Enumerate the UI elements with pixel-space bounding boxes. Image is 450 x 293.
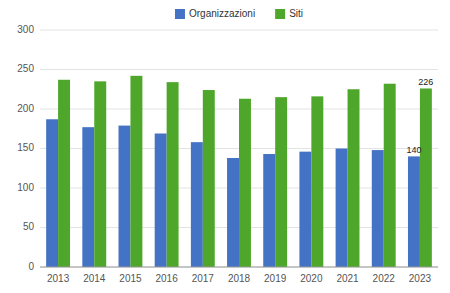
bar <box>311 96 323 267</box>
x-tick-label: 2015 <box>119 273 142 284</box>
bar <box>384 84 396 267</box>
bar <box>408 156 420 267</box>
y-tick-label: 100 <box>17 182 34 193</box>
legend-swatch <box>175 9 185 19</box>
bar <box>227 158 239 267</box>
x-tick-label: 2019 <box>264 273 287 284</box>
y-axis: 0 50 100 150 200 250 300 <box>17 24 34 272</box>
bar <box>336 149 348 268</box>
annotation: 140 <box>406 145 421 155</box>
x-tick-label: 2014 <box>83 273 106 284</box>
annotation: 226 <box>418 77 433 87</box>
bars <box>46 76 432 267</box>
bar <box>94 81 106 267</box>
bar <box>155 133 167 267</box>
bar <box>203 90 215 267</box>
bar <box>263 154 275 267</box>
legend: Organizzazioni Siti <box>175 8 303 19</box>
grid-line <box>40 30 438 31</box>
bar <box>275 97 287 267</box>
chart: 0501001502002503002013201420152016201720… <box>0 0 450 293</box>
y-tick-label: 200 <box>17 103 34 114</box>
bar <box>119 126 131 267</box>
x-tick-label: 2017 <box>192 273 215 284</box>
bar <box>372 150 384 267</box>
x-tick-label: 2023 <box>409 273 432 284</box>
bar <box>191 142 203 267</box>
legend-swatch <box>275 9 285 19</box>
legend-label: Siti <box>289 8 303 19</box>
x-tick-label: 2021 <box>336 273 359 284</box>
x-tick-label: 2020 <box>300 273 323 284</box>
grid-line <box>40 267 438 268</box>
legend-item: Organizzazioni <box>175 8 255 19</box>
bar <box>299 152 311 267</box>
grid-line <box>40 69 438 70</box>
y-tick-label: 250 <box>17 63 34 74</box>
bar <box>130 76 142 267</box>
bar <box>46 119 58 267</box>
x-axis-line <box>40 267 438 268</box>
grid <box>40 30 438 267</box>
legend-item: Siti <box>275 8 303 19</box>
bar <box>239 99 251 267</box>
x-tick-label: 2018 <box>228 273 251 284</box>
bar <box>348 89 360 267</box>
x-axis: 2013 2014 2015 2016 2017 2018 2019 2020 2021 2022… <box>47 273 432 284</box>
y-tick-label: 0 <box>28 261 34 272</box>
bar <box>420 88 432 267</box>
bar <box>58 80 70 267</box>
y-tick-label: 300 <box>17 24 34 35</box>
annotations: 140 226 <box>406 77 433 155</box>
x-tick-label: 2022 <box>373 273 396 284</box>
bar <box>82 127 94 267</box>
x-tick-label: 2016 <box>156 273 179 284</box>
bar <box>167 82 179 267</box>
legend-label: Organizzazioni <box>189 8 255 19</box>
y-tick-label: 150 <box>17 142 34 153</box>
x-tick-label: 2013 <box>47 273 70 284</box>
y-tick-label: 50 <box>23 221 35 232</box>
